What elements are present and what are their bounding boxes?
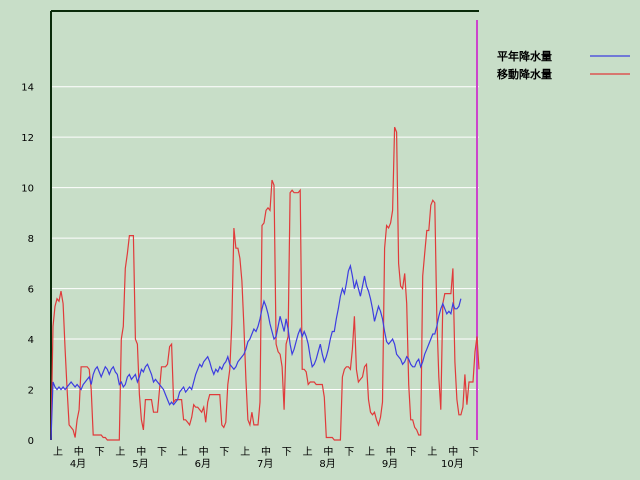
x-period-label: 中 [448,445,458,458]
x-month-label: 10月 [441,458,464,470]
x-period-label: 中 [199,445,209,458]
y-tick-label: 4 [28,335,34,346]
x-period-label: 上 [178,446,188,458]
series-line-0 [50,263,462,441]
x-period-label: 中 [261,445,271,458]
y-tick-label: 12 [21,133,34,144]
x-period-label: 下 [219,447,229,458]
x-period-label: 下 [469,447,479,458]
x-month-label: 7月 [257,458,273,470]
y-tick-label: 6 [28,285,34,296]
x-month-label: 9月 [382,458,398,470]
x-period-label: 下 [344,447,354,458]
series-line-1 [50,126,480,441]
x-period-label: 中 [74,445,84,458]
legend-label: 移動降水量 [497,67,552,81]
x-period-label: 中 [386,445,396,458]
y-tick-label: 14 [21,83,34,94]
x-period-label: 下 [282,447,292,458]
y-tick-label: 10 [21,184,34,195]
series-lines [50,126,480,441]
x-period-label: 上 [115,446,125,458]
x-month-label: 5月 [132,458,148,470]
x-axis-ticks: 上中下上中下上中下上中下上中下上中下上中下4月 5月 6月 7月 8月 9月 10月 [53,445,479,470]
x-period-label: 下 [95,447,105,458]
legend-label: 平年降水量 [497,49,552,63]
x-period-label: 下 [407,447,417,458]
x-period-label: 上 [53,446,63,458]
x-month-label: 4月 [70,458,86,470]
x-period-label: 上 [240,446,250,458]
x-period-label: 中 [136,445,146,458]
x-period-label: 上 [303,446,313,458]
x-period-label: 上 [365,446,375,458]
x-period-label: 中 [323,445,333,458]
grid-lines [51,86,479,391]
x-period-label: 上 [427,446,437,458]
x-period-label: 下 [157,447,167,458]
y-tick-label: 0 [28,436,34,447]
y-axis-ticks: 0 2 4 6 8 10 12 14 [21,83,34,447]
y-tick-label: 8 [28,234,34,245]
x-month-label: 6月 [195,458,211,470]
x-month-label: 8月 [319,458,335,470]
y-tick-label: 2 [28,386,34,397]
